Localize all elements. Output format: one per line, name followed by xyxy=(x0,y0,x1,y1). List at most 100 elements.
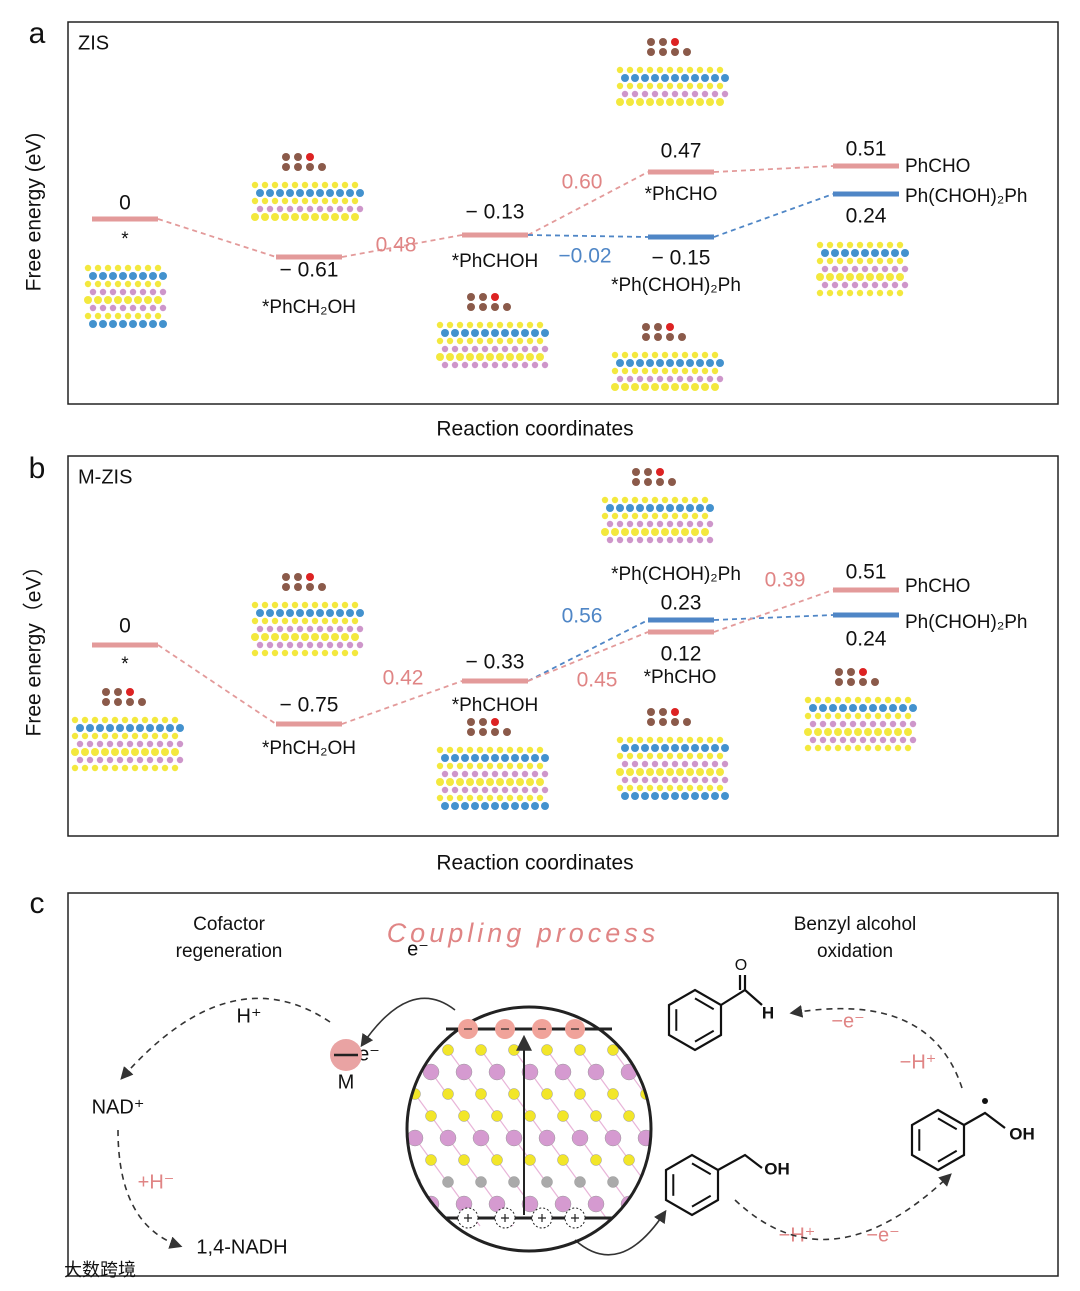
atom xyxy=(111,748,119,756)
atom xyxy=(476,778,484,786)
atom xyxy=(876,241,884,249)
atom xyxy=(701,367,709,375)
atom xyxy=(636,784,644,792)
atom xyxy=(451,345,459,353)
atom xyxy=(171,748,179,756)
atom xyxy=(491,293,499,301)
atom xyxy=(691,512,699,520)
double-bond xyxy=(937,1117,958,1131)
atom xyxy=(611,528,619,536)
atom xyxy=(623,1110,635,1122)
atom xyxy=(851,249,859,257)
atom xyxy=(691,74,699,82)
atom xyxy=(654,1196,670,1212)
annotation: −e⁻ xyxy=(831,1010,864,1032)
atom xyxy=(831,281,839,289)
atom xyxy=(681,512,689,520)
atom xyxy=(321,601,329,609)
atom xyxy=(626,768,634,776)
atom xyxy=(631,792,639,800)
annotation: e⁻ xyxy=(358,1043,380,1065)
atom xyxy=(809,720,817,728)
atom xyxy=(661,792,669,800)
atom xyxy=(156,740,164,748)
plus xyxy=(538,1214,546,1222)
atom xyxy=(721,74,729,82)
catalyst-view xyxy=(408,1044,670,1227)
center-title: Coupling process xyxy=(387,918,660,948)
connector xyxy=(713,193,834,238)
atom xyxy=(491,303,499,311)
atom xyxy=(851,265,859,273)
atom xyxy=(604,1129,622,1147)
atom xyxy=(711,792,719,800)
atom xyxy=(261,601,269,609)
atom xyxy=(311,649,319,657)
atom xyxy=(321,197,329,205)
atom xyxy=(436,762,444,770)
atom xyxy=(671,760,679,768)
atom xyxy=(819,720,827,728)
atom xyxy=(91,748,99,756)
atom xyxy=(844,712,852,720)
atom xyxy=(836,257,844,265)
atom xyxy=(321,649,329,657)
atom-label: O xyxy=(735,957,747,974)
atom xyxy=(251,181,259,189)
atom xyxy=(144,296,152,304)
atom xyxy=(505,1129,523,1147)
atom xyxy=(281,601,289,609)
atom xyxy=(316,205,324,213)
atom xyxy=(318,163,326,171)
species-name: PhCHO xyxy=(905,156,970,177)
atom xyxy=(846,241,854,249)
atom xyxy=(636,536,644,544)
energy-value: 0.24 xyxy=(846,628,887,651)
annotation: H⁺ xyxy=(237,1005,262,1027)
atom xyxy=(681,776,689,784)
atom xyxy=(491,718,499,726)
atom xyxy=(626,736,634,744)
atom xyxy=(126,740,134,748)
atom xyxy=(864,696,872,704)
atom xyxy=(491,770,499,778)
atom xyxy=(441,770,449,778)
atom xyxy=(541,1088,553,1100)
atom xyxy=(176,724,184,732)
atom xyxy=(896,241,904,249)
atom xyxy=(106,740,114,748)
atom xyxy=(721,744,729,752)
atom xyxy=(686,504,694,512)
atom xyxy=(441,754,449,762)
atom xyxy=(889,704,897,712)
atom xyxy=(716,752,724,760)
atom xyxy=(557,1110,569,1122)
atom xyxy=(331,649,339,657)
atom xyxy=(889,720,897,728)
atom xyxy=(536,337,544,345)
atom xyxy=(626,504,634,512)
atom xyxy=(151,716,159,724)
atom xyxy=(501,786,509,794)
atom xyxy=(159,304,167,312)
atom xyxy=(651,383,659,391)
atom xyxy=(251,197,259,205)
atom xyxy=(301,181,309,189)
atom xyxy=(481,754,489,762)
atom xyxy=(256,641,264,649)
atom-label: OH xyxy=(1009,1124,1035,1143)
atom xyxy=(441,345,449,353)
atom xyxy=(521,329,529,337)
atom xyxy=(656,359,664,367)
atom xyxy=(321,633,329,641)
atom xyxy=(681,528,689,536)
atom xyxy=(496,778,504,786)
atom xyxy=(321,181,329,189)
x-axis-label: Reaction coordinates xyxy=(436,852,633,875)
atom xyxy=(686,768,694,776)
atom xyxy=(821,265,829,273)
bond xyxy=(628,1203,646,1227)
atom xyxy=(616,536,624,544)
atom xyxy=(666,736,674,744)
atom xyxy=(661,351,669,359)
